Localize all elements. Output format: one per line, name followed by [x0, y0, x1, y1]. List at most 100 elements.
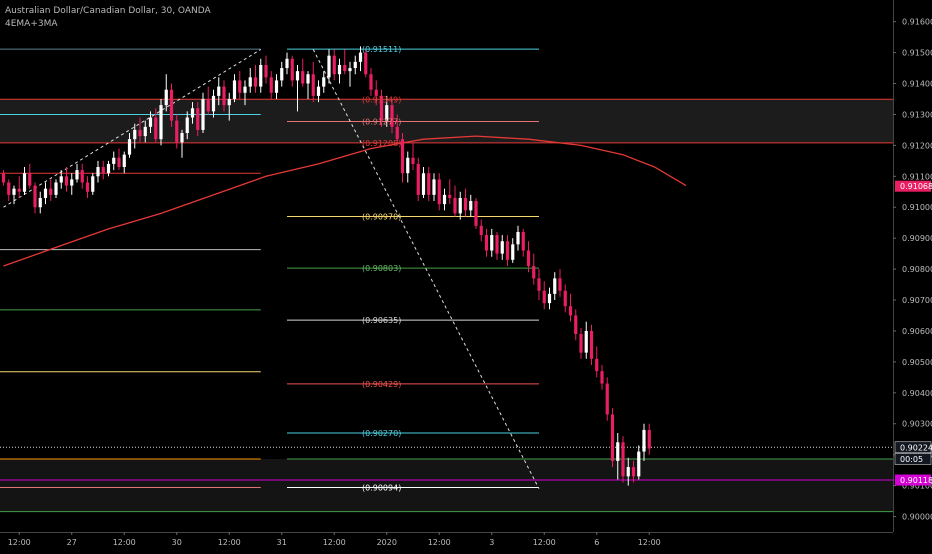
- candle-body: [269, 77, 273, 93]
- candle-body: [521, 231, 525, 251]
- candle-body: [631, 467, 636, 477]
- candle: [133, 123, 137, 149]
- candle: [117, 148, 121, 171]
- candle: [301, 58, 305, 87]
- candle: [395, 114, 399, 143]
- fib-label: (0.90429): [362, 380, 401, 389]
- candle-body: [22, 173, 27, 192]
- candle-body: [390, 105, 394, 127]
- price-label-bg: [895, 180, 931, 192]
- candle: [390, 98, 394, 133]
- candle-body: [28, 173, 32, 186]
- candle: [364, 49, 368, 78]
- candle-body: [553, 278, 557, 294]
- candle-body: [542, 290, 546, 304]
- candle: [306, 71, 310, 99]
- candle: [621, 436, 625, 483]
- candle-body: [280, 68, 284, 81]
- price-label-bg: [895, 474, 931, 486]
- candle: [579, 327, 583, 359]
- candle: [516, 225, 520, 251]
- candle-body: [43, 188, 48, 198]
- y-tick-label: 0.90300: [902, 420, 932, 429]
- fib-label: (0.90803): [362, 264, 401, 273]
- candle-body: [138, 129, 142, 137]
- candle-body: [442, 194, 447, 205]
- candle-body: [421, 173, 426, 195]
- candle: [264, 55, 268, 84]
- fib-label: (0.90970): [362, 213, 401, 222]
- candle-body: [253, 77, 258, 87]
- candle-body: [238, 80, 242, 93]
- candle: [595, 346, 599, 378]
- candle-body: [400, 139, 405, 174]
- candle-body: [248, 77, 252, 87]
- candle: [474, 197, 478, 229]
- candle: [600, 364, 604, 390]
- candle: [280, 61, 284, 87]
- candle-body: [568, 306, 573, 316]
- candle-body: [112, 157, 116, 164]
- candle: [584, 321, 588, 359]
- candle-body: [479, 225, 483, 236]
- candle: [227, 92, 231, 121]
- candle: [647, 423, 651, 455]
- candle-body: [17, 188, 21, 192]
- candle: [542, 281, 546, 310]
- candle-body: [532, 266, 536, 279]
- candle: [259, 58, 263, 93]
- candle-body: [59, 176, 63, 183]
- candle: [75, 163, 79, 183]
- candle-body: [579, 334, 583, 353]
- x-tick-label: 12:00: [428, 538, 451, 547]
- candle-body: [159, 105, 163, 140]
- price-label: 0.90224: [900, 443, 932, 452]
- candle-body: [505, 241, 510, 260]
- candle-body: [647, 429, 651, 449]
- candle: [526, 241, 531, 273]
- x-tick-label: 2020: [377, 538, 397, 547]
- candle: [274, 74, 279, 99]
- candle-body: [106, 163, 111, 174]
- candle: [101, 160, 105, 180]
- candle-body: [411, 157, 415, 164]
- candle-body: [563, 290, 567, 307]
- candle: [269, 71, 273, 99]
- candle-body: [54, 182, 58, 195]
- candle: [448, 179, 452, 205]
- candle: [505, 235, 510, 266]
- candle-body: [332, 55, 336, 75]
- candle-body: [175, 120, 179, 143]
- candle: [169, 83, 174, 127]
- y-tick-label: 0.91000: [902, 203, 932, 212]
- candle: [369, 68, 373, 96]
- fib-label: (0.91277): [362, 118, 401, 127]
- candle-body: [222, 86, 226, 106]
- candle-body: [169, 89, 174, 121]
- candle-body: [511, 244, 515, 260]
- candle-body: [374, 89, 378, 96]
- candle-body: [621, 442, 625, 477]
- candle: [490, 228, 494, 257]
- candle: [232, 74, 237, 103]
- candle: [106, 160, 111, 177]
- candle: [532, 253, 536, 285]
- candle: [185, 111, 189, 140]
- zones: [0, 99, 893, 512]
- candles: [1, 46, 651, 486]
- candle-body: [358, 52, 363, 62]
- candle: [379, 89, 384, 127]
- indicator-label: 4EMA+3MA: [5, 19, 58, 29]
- candle-body: [117, 157, 121, 168]
- candle-body: [537, 278, 541, 291]
- candle: [201, 92, 205, 133]
- candle: [112, 151, 116, 171]
- x-tick-label: 31: [277, 538, 287, 547]
- candle: [463, 188, 468, 217]
- y-tick-label: 0.90500: [902, 358, 932, 367]
- candle: [348, 61, 352, 87]
- candle: [322, 71, 326, 93]
- candle-body: [311, 74, 315, 96]
